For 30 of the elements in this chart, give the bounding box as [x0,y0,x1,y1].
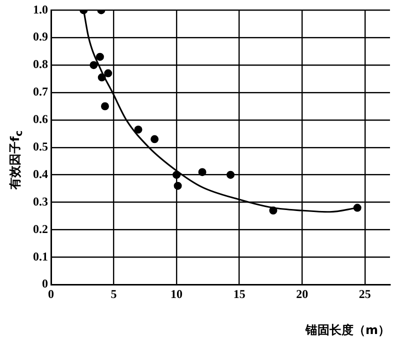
point [150,135,159,144]
y-tick-label: 0.1 [33,249,48,264]
y-tick-label: 1.0 [33,2,48,16]
y-tick-label: 0.4 [33,166,48,181]
x-axis-title: 锚固长度（m） [305,322,390,339]
y-tick-label: 0.7 [33,84,48,99]
y-tick-label: 0.3 [33,194,48,208]
y-tick-label: 0 [42,276,48,291]
point [226,170,235,179]
y-tick-label: 0.8 [33,57,48,72]
point [269,206,278,215]
point [174,182,182,190]
point [198,168,206,176]
point [98,73,106,82]
x-tick-label: 20 [296,286,308,301]
point [96,52,104,61]
point [90,61,98,70]
x-tick-label: 10 [170,286,183,301]
point [172,170,181,179]
y-tick-label: 0.2 [33,222,48,236]
y-tick-label: 0.5 [33,139,48,154]
y-tick-label: 0.9 [33,30,48,44]
y-tick-label: 0.6 [33,112,48,126]
point [353,204,362,212]
x-tick-label: 5 [110,286,117,301]
point [100,102,109,110]
x-tick-label: 15 [233,286,246,301]
x-tick-label: 25 [358,286,371,301]
point [104,69,112,78]
point [134,126,142,134]
